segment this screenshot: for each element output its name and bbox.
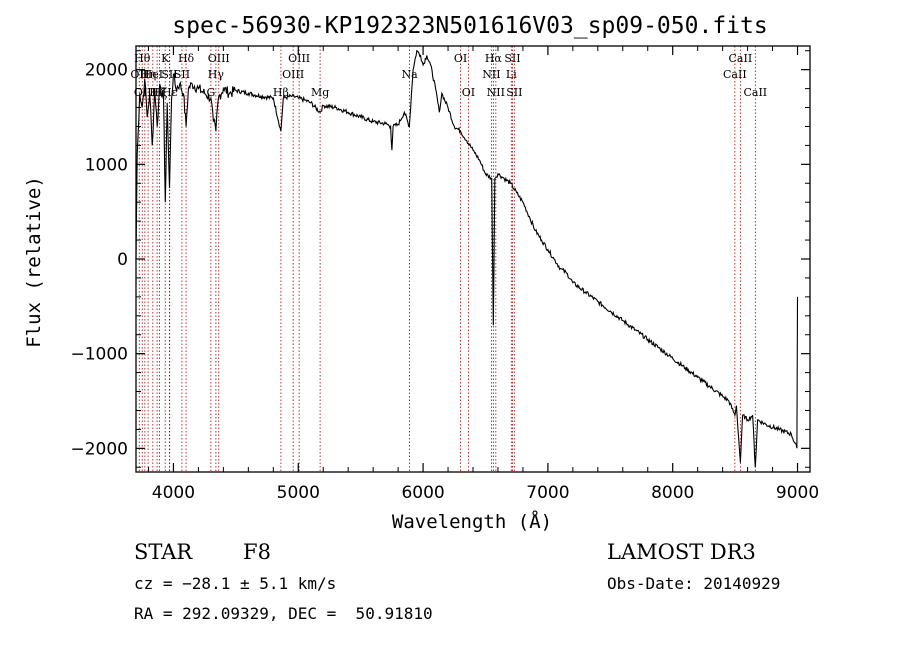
line-label-1: Hθ xyxy=(134,52,151,65)
x-tick-label: 5000 xyxy=(277,483,320,503)
emission-line-labels: OIIHθOIIIHηHeIHζHζKSIIHεSIIHδGHγOIIIHβOI… xyxy=(130,52,767,99)
object-class-label: STAR xyxy=(134,540,193,564)
line-label-29: CaII xyxy=(729,52,753,65)
y-tick-label: −2000 xyxy=(70,439,128,459)
x-tick-label: 4000 xyxy=(152,483,195,503)
line-label-17: OIII xyxy=(288,52,310,65)
y-tick-label: −1000 xyxy=(70,345,128,365)
emission-line-markers xyxy=(138,46,756,472)
line-label-0: OII xyxy=(130,68,148,81)
cz-value: cz = −28.1 ± 5.1 km/s xyxy=(134,574,337,593)
spectrum-chart: spec-56930-KP192323N501616V03_sp09-050.f… xyxy=(23,13,819,533)
line-label-22: NII xyxy=(482,68,500,81)
line-label-7: K xyxy=(161,52,170,65)
line-label-20: OI xyxy=(454,52,467,65)
x-tick-label: 8000 xyxy=(651,483,694,503)
line-label-10: SII xyxy=(174,68,190,81)
y-tick-label: 2000 xyxy=(85,61,128,81)
line-label-15: Hβ xyxy=(273,86,289,99)
line-label-14: OIII xyxy=(208,52,230,65)
line-label-3: Hη xyxy=(140,68,156,81)
line-label-24: NII xyxy=(487,86,505,99)
spectral-subclass: F8 xyxy=(243,540,271,564)
x-tick-label: 6000 xyxy=(401,483,444,503)
line-label-9: Hε xyxy=(162,86,178,99)
y-axis-label: Flux (relative) xyxy=(23,176,45,348)
line-label-28: CaII xyxy=(723,68,747,81)
x-tick-label: 9000 xyxy=(776,483,819,503)
line-label-26: SII xyxy=(504,52,520,65)
line-label-21: OI xyxy=(462,86,475,99)
line-label-19: Na xyxy=(402,68,419,81)
y-tick-label: 1000 xyxy=(85,155,128,175)
line-label-27: SII xyxy=(506,86,522,99)
survey-label: LAMOST DR3 xyxy=(607,540,756,564)
axis-ticks: 4000 5000 6000 7000 8000 9000 −2000 −1000 0 1000 2… xyxy=(70,46,819,503)
spectrum-line xyxy=(135,49,799,468)
chart-title: spec-56930-KP192323N501616V03_sp09-050.f… xyxy=(172,13,767,39)
line-label-13: Hγ xyxy=(208,68,225,81)
line-label-25: Li xyxy=(506,68,517,81)
line-label-18: Mg xyxy=(311,86,329,99)
line-label-11: Hδ xyxy=(178,52,195,65)
coordinates: RA = 292.09329, DEC = 50.91810 xyxy=(134,604,433,623)
x-axis-label: Wavelength (Å) xyxy=(392,510,552,533)
obs-date: Obs-Date: 20140929 xyxy=(607,574,781,593)
x-tick-label: 7000 xyxy=(526,483,569,503)
line-label-30: CaII xyxy=(743,86,767,99)
plot-frame xyxy=(135,45,811,473)
line-label-23: Hα xyxy=(485,52,503,65)
line-label-12: G xyxy=(206,86,215,99)
line-label-4: HeI xyxy=(143,68,163,81)
y-tick-label: 0 xyxy=(117,250,128,270)
line-label-16: OIII xyxy=(282,68,304,81)
